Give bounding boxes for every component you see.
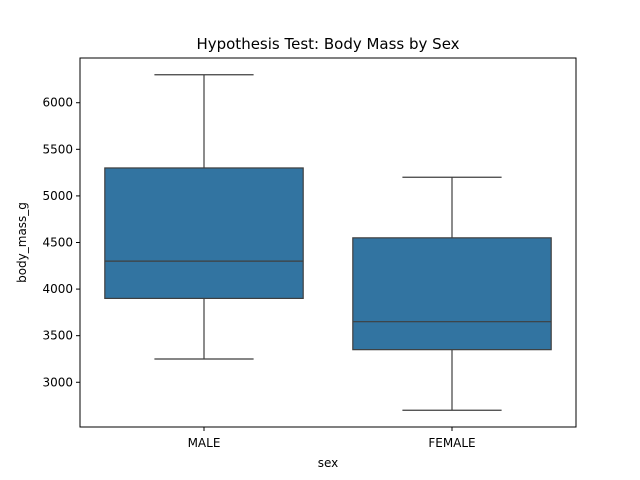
y-tick-label: 5500 <box>42 142 73 156</box>
y-tick-label: 3000 <box>42 375 73 389</box>
x-axis-label: sex <box>318 456 339 470</box>
y-tick-label: 3500 <box>42 329 73 343</box>
box-female <box>352 237 552 351</box>
box-male <box>104 167 304 300</box>
y-tick-label: 6000 <box>42 96 73 110</box>
chart-title: Hypothesis Test: Body Mass by Sex <box>196 35 459 53</box>
x-tick-label: FEMALE <box>428 436 475 450</box>
y-tick-label: 4000 <box>42 282 73 296</box>
plot-area: 3000 3500 4000 4500 5000 5500 6000 MALE FEMALE <box>42 74 552 450</box>
y-tick-label: 4500 <box>42 236 73 250</box>
y-axis-label: body_mass_g <box>15 202 29 283</box>
y-tick-label: 5000 <box>42 189 73 203</box>
axes-frame <box>79 57 577 428</box>
x-tick-label: MALE <box>188 436 221 450</box>
